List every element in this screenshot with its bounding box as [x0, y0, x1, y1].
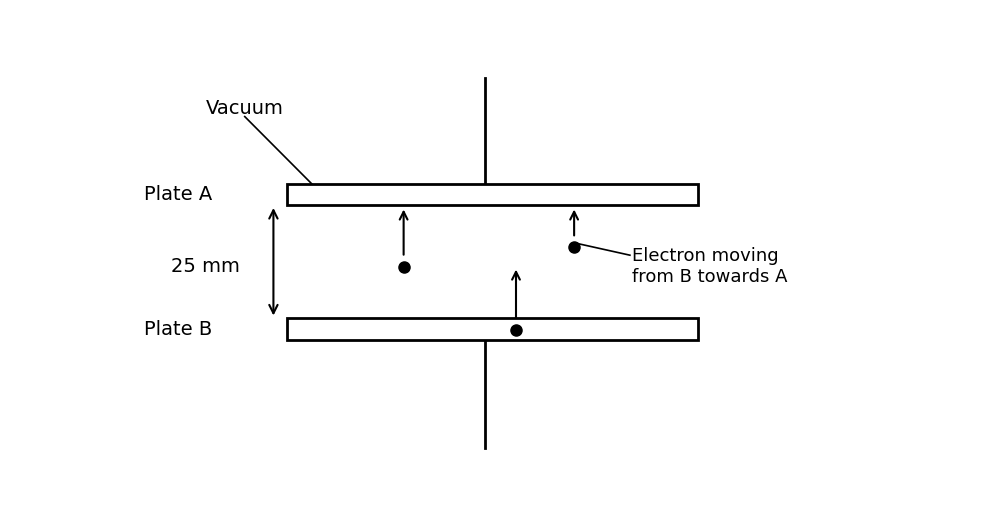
- Text: Plate B: Plate B: [144, 320, 212, 340]
- Text: Vacuum: Vacuum: [206, 100, 284, 118]
- Text: Electron moving
from B towards A: Electron moving from B towards A: [632, 247, 788, 286]
- Bar: [287, 184, 698, 205]
- Text: 25 mm: 25 mm: [171, 257, 240, 276]
- Bar: [287, 318, 698, 340]
- Text: Plate A: Plate A: [144, 185, 212, 204]
